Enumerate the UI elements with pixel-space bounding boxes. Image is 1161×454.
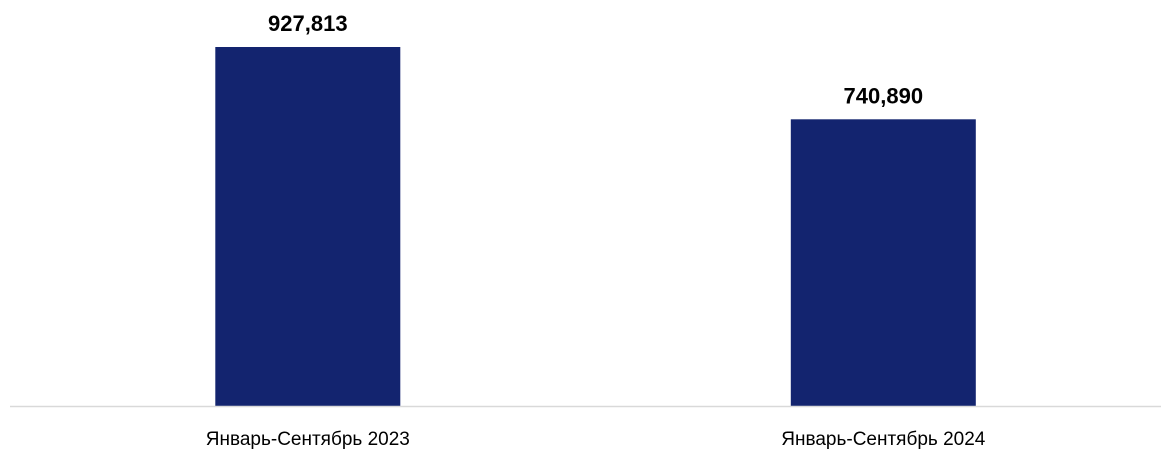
x-tick-label-1: Январь-Сентябрь 2023: [206, 429, 410, 450]
data-label-1: 927,813: [268, 11, 348, 36]
x-tick-label-2: Январь-Сентябрь 2024: [781, 429, 986, 450]
labels-group: 927,813 Январь-Сентябрь 2023 740,890 Январь…: [206, 11, 986, 450]
bar-2: [790, 119, 976, 407]
bars-group: [215, 47, 976, 407]
data-label-2: 740,890: [844, 83, 924, 108]
bar-1: [215, 47, 401, 406]
